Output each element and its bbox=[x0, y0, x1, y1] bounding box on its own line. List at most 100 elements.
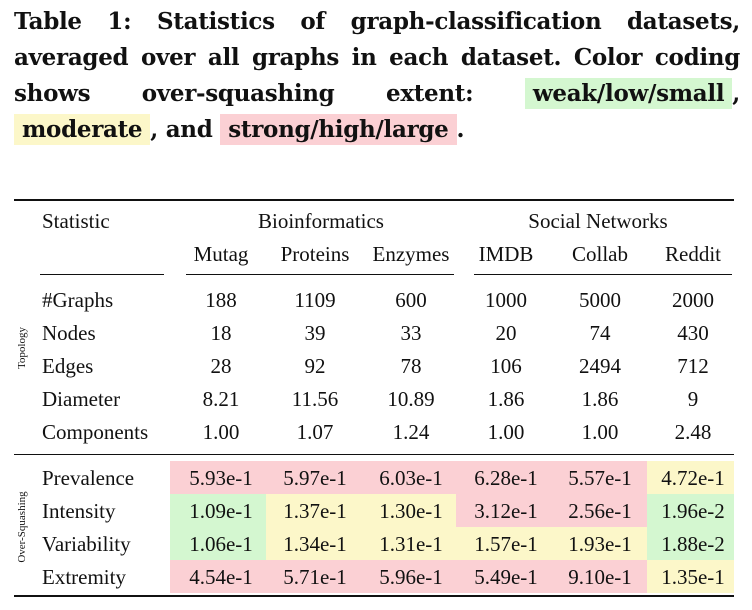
oversquashing-cell-bg-strong bbox=[456, 560, 550, 593]
oversquashing-cell-bg-strong bbox=[550, 560, 647, 593]
topology-row-label: Edges bbox=[42, 354, 94, 378]
dataset-header-collab: Collab bbox=[572, 242, 628, 266]
topology-cell: 2000 bbox=[672, 288, 714, 312]
topology-cell: 74 bbox=[589, 321, 611, 345]
social-networks-header: Social Networks bbox=[528, 209, 668, 233]
topology-cell: 1000 bbox=[485, 288, 527, 312]
dataset-header-reddit: Reddit bbox=[665, 242, 721, 266]
oversquashing-cell-bg-strong bbox=[364, 461, 456, 494]
topology-cell: 28 bbox=[210, 354, 232, 378]
oversquashing-cell-bg-strong bbox=[170, 560, 266, 593]
caption-text: Table 1: Statistics of graph-classificat… bbox=[14, 8, 740, 107]
oversquashing-cell: 3.12e-1 bbox=[474, 499, 538, 523]
dataset-header-enzymes: Enzymes bbox=[372, 242, 450, 266]
topology-cell: 10.89 bbox=[387, 387, 435, 411]
topology-section-label: Topology bbox=[16, 327, 28, 370]
oversquashing-row-label: Intensity bbox=[42, 499, 116, 523]
oversquashing-cell: 1.88e-2 bbox=[661, 532, 725, 556]
topology-row-label: Nodes bbox=[42, 321, 96, 345]
bioinformatics-underline bbox=[186, 274, 454, 275]
oversquashing-cell-bg-weak bbox=[170, 494, 266, 527]
oversquashing-cell: 9.10e-1 bbox=[568, 565, 632, 589]
oversquashing-cell: 4.72e-1 bbox=[661, 466, 725, 490]
caption-sep-1: , bbox=[732, 80, 740, 107]
topology-cell: 1.86 bbox=[487, 387, 525, 411]
topology-row-label: Diameter bbox=[42, 387, 121, 411]
bottom-rule bbox=[14, 595, 734, 597]
caption-suffix: . bbox=[456, 116, 465, 143]
dataset-header-proteins: Proteins bbox=[280, 242, 350, 266]
topology-cell: 600 bbox=[395, 288, 427, 312]
top-rule bbox=[14, 199, 734, 201]
oversquashing-cell-bg-strong bbox=[364, 560, 456, 593]
oversquashing-cell: 5.57e-1 bbox=[568, 466, 632, 490]
oversquashing-cell: 1.30e-1 bbox=[379, 499, 443, 523]
topology-row-label: #Graphs bbox=[42, 288, 114, 312]
topology-cell: 18 bbox=[210, 321, 232, 345]
topology-cell: 33 bbox=[400, 321, 422, 345]
topology-cell: 8.21 bbox=[202, 387, 240, 411]
oversquashing-cell-bg-strong bbox=[550, 494, 647, 527]
topology-cell: 2.48 bbox=[674, 420, 712, 444]
oversquashing-cell-bg-moderate bbox=[266, 527, 364, 560]
legend-moderate: moderate bbox=[14, 114, 151, 145]
oversquashing-cell: 1.93e-1 bbox=[568, 532, 632, 556]
oversquashing-cell-bg-moderate bbox=[266, 494, 364, 527]
topology-cell: 11.56 bbox=[291, 387, 339, 411]
oversquashing-cell: 4.54e-1 bbox=[189, 565, 253, 589]
topology-cell: 78 bbox=[400, 354, 422, 378]
oversquashing-cell-bg-weak bbox=[170, 527, 266, 560]
oversquashing-cell: 5.71e-1 bbox=[283, 565, 347, 589]
oversquashing-row-label: Extremity bbox=[42, 565, 126, 589]
topology-cell: 5000 bbox=[579, 288, 621, 312]
topology-cell: 1.24 bbox=[392, 420, 430, 444]
topology-cell: 39 bbox=[304, 321, 326, 345]
topology-cell: 712 bbox=[677, 354, 709, 378]
topology-cell: 1.86 bbox=[581, 387, 619, 411]
oversquashing-cell-bg-strong bbox=[456, 461, 550, 494]
bioinformatics-header: Bioinformatics bbox=[258, 209, 384, 233]
topology-cell: 1.00 bbox=[202, 420, 240, 444]
oversquashing-cell-bg-moderate bbox=[550, 527, 647, 560]
mid-rule bbox=[14, 454, 734, 455]
dataset-header-imdb: IMDB bbox=[478, 242, 534, 266]
topology-cell: 106 bbox=[490, 354, 522, 378]
oversquashing-row-label: Variability bbox=[42, 532, 131, 556]
oversquashing-row-label: Prevalence bbox=[42, 466, 135, 490]
dataset-header-mutag: Mutag bbox=[193, 242, 249, 266]
statistic-underline bbox=[40, 274, 164, 275]
social-underline bbox=[474, 274, 732, 275]
topology-cell: 188 bbox=[205, 288, 237, 312]
oversquashing-cell: 2.56e-1 bbox=[568, 499, 632, 523]
oversquashing-cell: 1.31e-1 bbox=[379, 532, 443, 556]
legend-strong: strong/high/large bbox=[220, 114, 457, 145]
statistic-header: Statistic bbox=[42, 209, 110, 233]
oversquashing-cell: 1.09e-1 bbox=[189, 499, 253, 523]
oversquashing-cell-bg-moderate bbox=[364, 527, 456, 560]
oversquashing-cell-bg-weak bbox=[647, 494, 734, 527]
oversquashing-cell-bg-strong bbox=[266, 560, 364, 593]
topology-cell: 430 bbox=[677, 321, 709, 345]
topology-cell: 1.00 bbox=[581, 420, 619, 444]
oversquashing-cell: 1.34e-1 bbox=[283, 532, 347, 556]
caption-sep-2: , and bbox=[150, 116, 213, 143]
oversquashing-cell-bg-moderate bbox=[456, 527, 550, 560]
oversquashing-cell-bg-strong bbox=[456, 494, 550, 527]
oversquashing-cell: 1.06e-1 bbox=[189, 532, 253, 556]
oversquashing-cell: 5.49e-1 bbox=[474, 565, 538, 589]
oversquashing-cell-bg-moderate bbox=[647, 461, 734, 494]
oversquashing-section-label: Over-Squashing bbox=[16, 491, 28, 563]
table-caption: Table 1: Statistics of graph-classificat… bbox=[14, 4, 740, 148]
oversquashing-cell-bg-strong bbox=[170, 461, 266, 494]
topology-cell: 1.07 bbox=[296, 420, 334, 444]
oversquashing-cell: 5.97e-1 bbox=[283, 466, 347, 490]
topology-cell: 1.00 bbox=[487, 420, 525, 444]
oversquashing-cell-bg-moderate bbox=[364, 494, 456, 527]
oversquashing-cell: 1.37e-1 bbox=[283, 499, 347, 523]
oversquashing-cell-bg-strong bbox=[550, 461, 647, 494]
topology-row-label: Components bbox=[42, 420, 149, 444]
oversquashing-cell-bg-strong bbox=[266, 461, 364, 494]
oversquashing-cell-bg-weak bbox=[647, 527, 734, 560]
oversquashing-cell: 1.57e-1 bbox=[474, 532, 538, 556]
oversquashing-cell: 1.35e-1 bbox=[661, 565, 725, 589]
